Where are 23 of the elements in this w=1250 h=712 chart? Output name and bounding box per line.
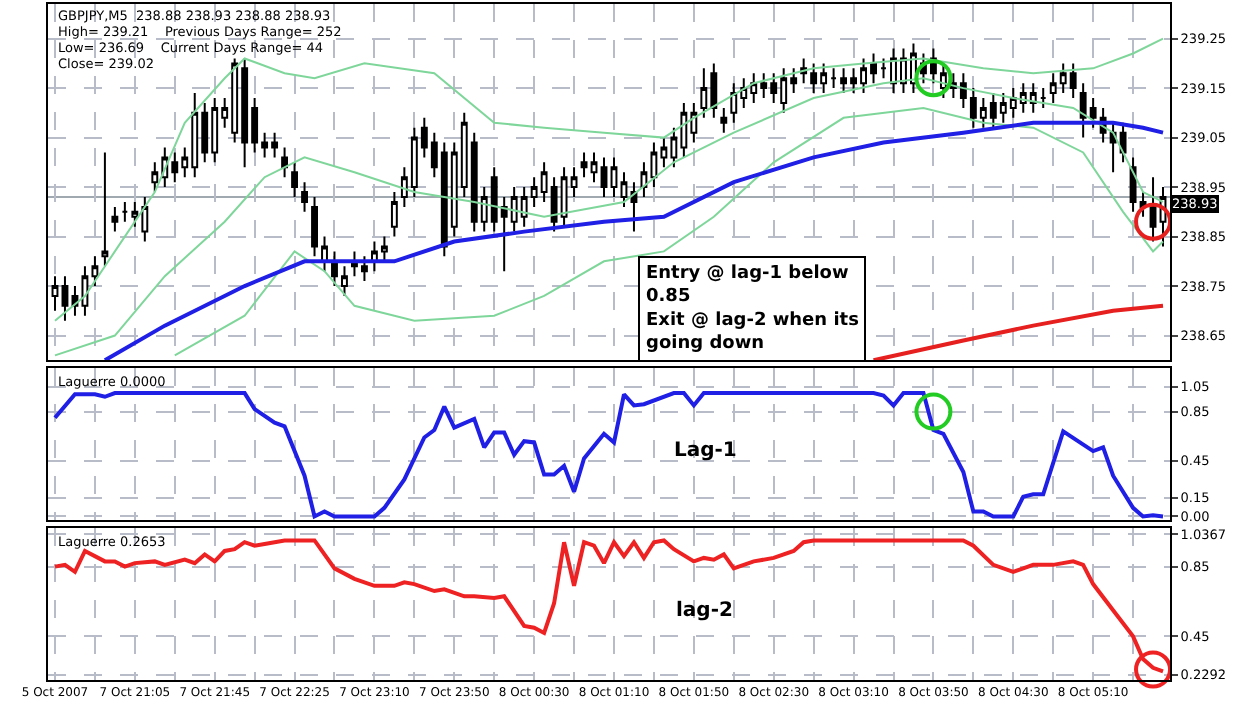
annotation: Entry @ lag-1 below 0.85 Exit @ lag-2 when its going down <box>646 264 859 355</box>
annotation: Lag-1 <box>674 440 737 462</box>
candlestick <box>61 275 69 322</box>
line-series <box>52 391 1166 519</box>
candlestick <box>600 156 608 198</box>
candlestick <box>121 200 129 223</box>
candlestick <box>620 171 628 208</box>
candlestick <box>630 181 638 233</box>
candlestick <box>610 156 618 198</box>
candlestick <box>1149 176 1157 243</box>
candlestick <box>111 205 119 233</box>
candlestick <box>720 106 728 134</box>
annotation: lag-2 <box>676 600 733 622</box>
candlestick <box>880 57 887 80</box>
candlestick <box>51 275 59 312</box>
candlestick <box>101 151 109 268</box>
candlestick <box>390 191 398 238</box>
candlestick <box>1039 87 1047 109</box>
candlestick <box>281 146 289 179</box>
candlestick <box>291 161 298 198</box>
candlestick <box>830 67 838 90</box>
line-series <box>871 303 1166 361</box>
candlestick <box>301 181 308 213</box>
